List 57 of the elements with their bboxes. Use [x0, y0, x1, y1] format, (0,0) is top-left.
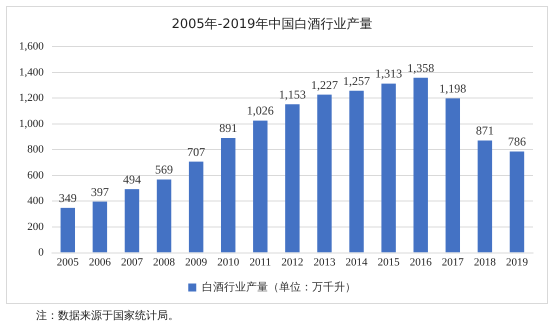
y-tick-label: 1,000 [19, 118, 44, 130]
x-tick-label: 2014 [346, 256, 368, 268]
data-label: 1,313 [375, 66, 402, 81]
data-label: 494 [122, 172, 141, 186]
y-tick-label: 200 [27, 220, 44, 233]
data-label: 891 [219, 121, 238, 136]
y-tick-label: 800 [27, 144, 44, 156]
bar [188, 162, 204, 252]
x-tick-label: 2013 [313, 256, 336, 268]
bar [220, 138, 236, 252]
bar [156, 179, 172, 252]
data-label: 1,153 [278, 87, 306, 102]
bar [381, 84, 396, 252]
x-tick-label: 2006 [88, 256, 112, 268]
y-tick-label: 1,200 [19, 92, 44, 104]
y-tick-label: 400 [27, 195, 44, 208]
x-tick-label: 2019 [506, 256, 528, 268]
bar [60, 208, 76, 252]
y-tick-label: 1,600 [19, 40, 44, 52]
legend-label: 白酒行业产量（单位：万千升） [202, 280, 356, 294]
x-tick-label: 2016 [410, 256, 432, 268]
y-tick-label: 1,400 [19, 66, 44, 78]
bar [124, 189, 140, 252]
bar [285, 104, 300, 252]
data-label: 569 [155, 162, 174, 177]
x-tick-label: 2018 [474, 256, 496, 268]
y-tick-label: 600 [27, 169, 44, 182]
x-tick-label: 2007 [120, 256, 144, 268]
bar [253, 120, 268, 252]
data-label: 871 [476, 124, 494, 138]
x-tick-label: 2009 [185, 256, 208, 268]
data-label: 1,227 [310, 78, 338, 92]
data-label: 397 [90, 184, 109, 199]
bar [317, 94, 332, 252]
bar [349, 90, 364, 252]
x-tick-label: 2008 [153, 256, 176, 268]
chart-title: 2005年-2019年中国白酒行业产量 [172, 17, 372, 32]
data-label: 786 [508, 134, 526, 149]
data-label: 1,257 [343, 74, 370, 88]
x-tick-label: 2015 [378, 256, 400, 268]
bar [446, 98, 460, 252]
x-tick-label: 2010 [217, 256, 240, 268]
x-tick-label: 2012 [281, 256, 304, 268]
x-tick-label: 2017 [442, 256, 464, 268]
bar [510, 152, 524, 252]
bar [478, 140, 492, 252]
data-label: 349 [58, 190, 77, 205]
bar [413, 78, 428, 252]
text: 注：数据来源于国家统计局。 [36, 308, 179, 323]
bar [92, 202, 108, 252]
y-tick-label: 0 [38, 246, 44, 259]
data-label: 1,358 [407, 60, 434, 75]
data-label: 1,026 [246, 104, 274, 118]
data-label: 707 [187, 144, 206, 159]
x-tick-label: 2011 [249, 256, 272, 268]
data-label: 1,198 [439, 82, 466, 96]
x-tick-label: 2005 [56, 256, 80, 268]
